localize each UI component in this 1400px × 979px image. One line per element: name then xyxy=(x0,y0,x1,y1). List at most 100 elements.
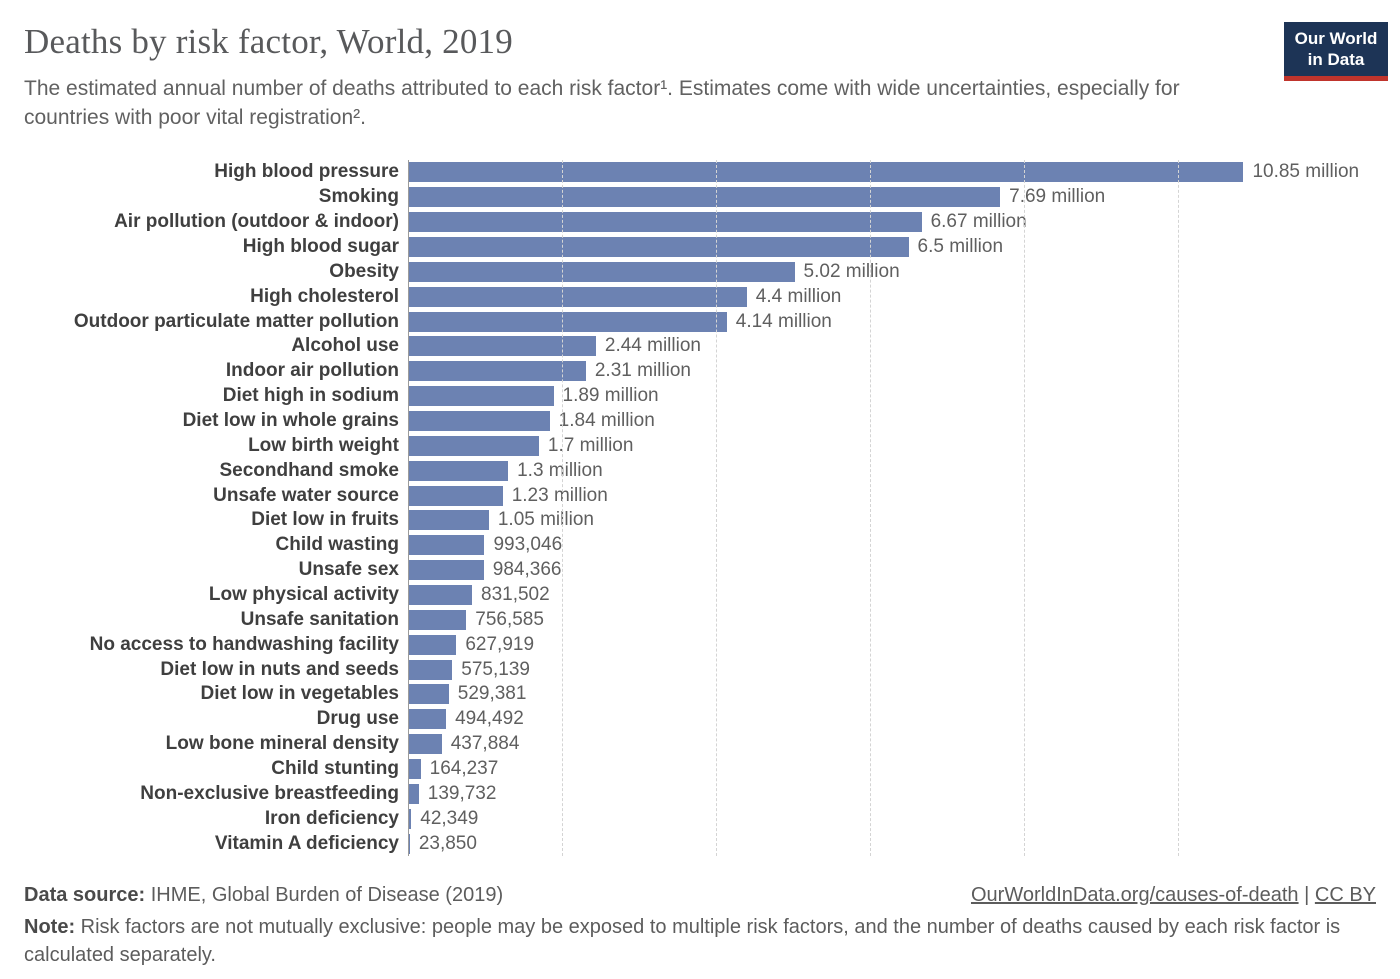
footer: Data source: IHME, Global Burden of Dise… xyxy=(24,884,1376,970)
category-label: Unsafe sanitation xyxy=(240,608,399,630)
bar xyxy=(408,560,484,581)
category-label: Diet high in sodium xyxy=(222,385,399,407)
bar xyxy=(408,684,449,705)
owid-url-link[interactable]: OurWorldInData.org/causes-of-death xyxy=(970,884,1299,906)
chart-row: Diet low in whole grains 1.84 million xyxy=(24,409,1376,434)
category-label: Secondhand smoke xyxy=(219,459,400,481)
value-label: 984,366 xyxy=(492,559,562,581)
category-label: Low bone mineral density xyxy=(165,733,399,755)
chart-row: Unsafe sex 984,366 xyxy=(24,558,1376,583)
bar xyxy=(408,783,419,804)
chart-row: Iron deficiency 42,349 xyxy=(24,806,1376,831)
chart-row: Diet low in fruits 1.05 million xyxy=(24,508,1376,533)
license-link[interactable]: CC BY xyxy=(1314,884,1376,906)
value-label: 1.3 million xyxy=(517,459,603,481)
note-text: Risk factors are not mutually exclusive:… xyxy=(24,916,1341,967)
data-source-text: IHME, Global Burden of Disease (2019) xyxy=(145,884,504,906)
bar xyxy=(408,361,586,382)
bar-area: 4.4 million xyxy=(408,285,1376,307)
category-label: No access to handwashing facility xyxy=(89,633,399,655)
bar xyxy=(408,833,410,854)
chart-row: High blood sugar 6.5 million xyxy=(24,235,1376,260)
footer-note: Note: Risk factors are not mutually excl… xyxy=(24,913,1376,970)
value-label: 756,585 xyxy=(475,608,544,630)
bar-area: 627,919 xyxy=(408,633,1376,655)
chart-row: Air pollution (outdoor & indoor) 6.67 mil… xyxy=(24,210,1376,235)
chart-row: Low physical activity 831,502 xyxy=(24,583,1376,608)
bar-area: 139,732 xyxy=(408,783,1376,804)
value-label: 1.7 million xyxy=(547,434,634,456)
category-label: Alcohol use xyxy=(291,335,399,357)
bar xyxy=(408,659,453,680)
bar-area: 42,349 xyxy=(408,808,1376,829)
category-label: Child wasting xyxy=(275,534,400,556)
bar-area: 831,502 xyxy=(408,584,1376,605)
value-label: 529,381 xyxy=(457,683,527,705)
note-label: Note: xyxy=(24,916,76,938)
bar xyxy=(408,510,489,531)
bar-area: 164,237 xyxy=(408,758,1376,779)
bar-area: 437,884 xyxy=(408,734,1376,755)
chart-row: Drug use 494,492 xyxy=(24,707,1376,732)
chart-row: Child wasting 993,046 xyxy=(24,533,1376,558)
bar-area: 984,366 xyxy=(408,559,1376,581)
bar xyxy=(408,236,909,257)
bar xyxy=(408,336,596,357)
category-label: Vitamin A deficiency xyxy=(214,832,399,854)
value-label: 6.5 million xyxy=(917,235,1004,257)
data-source: Data source: IHME, Global Burden of Dise… xyxy=(24,884,503,907)
data-source-label: Data source: xyxy=(24,884,146,906)
chart-row: Obesity 5.02 million xyxy=(24,259,1376,284)
chart-row: Alcohol use 2.44 million xyxy=(24,334,1376,359)
owid-logo[interactable]: Our World in Data xyxy=(1284,22,1388,82)
chart-row: Vitamin A deficiency 23,850 xyxy=(24,831,1376,856)
bar xyxy=(408,460,509,481)
chart-row: No access to handwashing facility 627,919 xyxy=(24,632,1376,657)
bar-area: 4.14 million xyxy=(408,311,1376,332)
chart-row: Secondhand smoke 1.3 million xyxy=(24,458,1376,483)
chart-row: Outdoor particulate matter pollution 4.14… xyxy=(24,309,1376,334)
bar xyxy=(408,162,1244,183)
owid-logo-line2: in Data xyxy=(1307,49,1365,69)
category-label: High blood pressure xyxy=(214,161,399,183)
chart-row: Diet high in sodium 1.89 million xyxy=(24,384,1376,409)
value-label: 1.89 million xyxy=(562,385,659,407)
bar-area: 1.23 million xyxy=(408,484,1376,506)
category-label: High cholesterol xyxy=(250,285,399,307)
category-label: Diet low in nuts and seeds xyxy=(160,658,399,680)
bar-area: 1.89 million xyxy=(408,385,1376,407)
chart-row: Indoor air pollution 2.31 million xyxy=(24,359,1376,384)
bar xyxy=(408,584,473,605)
value-label: 6.67 million xyxy=(930,211,1027,233)
category-label: Low physical activity xyxy=(208,583,399,605)
bar xyxy=(408,808,412,829)
value-label: 627,919 xyxy=(465,633,535,655)
bar-area: 756,585 xyxy=(408,608,1376,630)
bar-area: 1.3 million xyxy=(408,459,1376,481)
value-label: 4.4 million xyxy=(755,285,842,307)
bar xyxy=(408,435,539,456)
category-label: Obesity xyxy=(329,260,399,282)
chart-row: Unsafe sanitation 756,585 xyxy=(24,607,1376,632)
value-label: 575,139 xyxy=(461,658,530,680)
value-label: 5.02 million xyxy=(803,260,900,282)
value-label: 7.69 million xyxy=(1009,186,1106,208)
category-label: Iron deficiency xyxy=(264,807,399,829)
category-label: Smoking xyxy=(318,186,399,208)
category-label: Outdoor particulate matter pollution xyxy=(73,310,399,332)
chart-row: Diet low in nuts and seeds 575,139 xyxy=(24,657,1376,682)
chart-row: Unsafe water source 1.23 million xyxy=(24,483,1376,508)
value-label: 1.23 million xyxy=(511,484,608,506)
value-label: 1.05 million xyxy=(497,509,594,531)
header: Deaths by risk factor, World, 2019 The e… xyxy=(24,22,1388,133)
bar xyxy=(408,286,747,307)
bar-area: 5.02 million xyxy=(408,260,1376,282)
bar-chart: High blood pressure 10.85 million Smoking 7… xyxy=(24,159,1376,856)
bar xyxy=(408,734,442,755)
category-label: Diet low in vegetables xyxy=(200,683,400,705)
chart-row: Low bone mineral density 437,884 xyxy=(24,732,1376,757)
footer-source-row: Data source: IHME, Global Burden of Dise… xyxy=(24,884,1376,907)
bar-area: 10.85 million xyxy=(408,162,1376,183)
bar xyxy=(408,485,503,506)
category-label: High blood sugar xyxy=(242,235,399,257)
